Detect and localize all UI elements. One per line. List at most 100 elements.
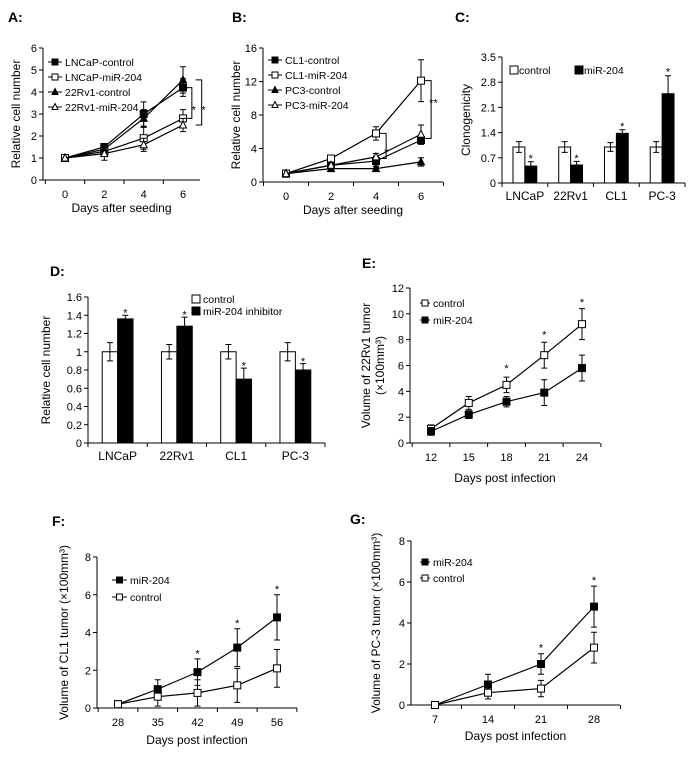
marker-filled-square (537, 660, 545, 668)
y-axis-label: Relative cell number (39, 316, 53, 425)
marker-open-triangle (371, 151, 381, 161)
series-line (434, 606, 595, 706)
marker-filled-square (427, 427, 435, 436)
x-tick-label: 2 (328, 191, 334, 203)
y-tick-label: 8 (251, 110, 257, 122)
x-tick-label: 24 (576, 452, 588, 464)
error-bar (653, 141, 660, 153)
series-CL1-control (282, 135, 425, 178)
y-tick-label: 4 (85, 628, 91, 640)
marker-open-triangle (60, 152, 70, 162)
error-bar (284, 342, 291, 362)
marker-open-triangle (139, 139, 148, 149)
category-label: CL1 (605, 189, 627, 203)
marker-open-square (417, 76, 425, 85)
legend-label: CL1-miR-204 (285, 70, 348, 82)
legend-label: 22Rv1-control (65, 87, 130, 99)
x-tick-label: 4 (373, 191, 379, 203)
significance-star: ** (429, 97, 438, 109)
y-tick-label: 1.6 (67, 292, 82, 304)
legend-label: LNCaP-control (65, 57, 134, 69)
y-tick-label: 1 (31, 153, 37, 165)
series-line (434, 647, 595, 706)
marker-filled-square (273, 613, 281, 622)
x-tick-label: 14 (482, 714, 494, 726)
error-bar (122, 314, 129, 319)
series-control (114, 648, 281, 709)
series-line (64, 117, 184, 159)
x-tick-label: 21 (535, 714, 547, 726)
y-tick-label: 4 (31, 87, 37, 99)
significance-star: * (182, 309, 187, 321)
error-bar (607, 142, 614, 152)
y-tick-label: 0.7 (481, 153, 496, 165)
marker-filled-triangle (51, 87, 59, 95)
legend-label: PC3-miR-204 (285, 100, 349, 112)
marker-filled-square (421, 316, 429, 324)
y-tick-label: 6 (85, 590, 91, 602)
marker-filled-triangle (371, 163, 381, 173)
y-tick-label: 0.6 (67, 383, 82, 395)
series-line (64, 87, 184, 159)
x-axis-label: Days after seeding (303, 203, 403, 217)
error-bar (515, 141, 522, 153)
y-tick-label: 6 (398, 361, 404, 373)
y-tick-label: 16 (245, 43, 257, 55)
series-miR-204 (427, 354, 586, 436)
marker-filled-square (578, 364, 586, 373)
bar (101, 351, 119, 444)
error-bar (225, 343, 232, 360)
category-label: CL1 (225, 449, 247, 463)
panel-label: E: (362, 255, 376, 271)
y-tick-label: 0 (31, 175, 37, 187)
marker-open-square (484, 688, 492, 697)
legend-label: miR-204 (433, 557, 473, 569)
legend-label: miR-204 (584, 65, 624, 77)
category-label: LNCaP (98, 449, 137, 463)
marker-open-square (540, 351, 549, 360)
panel-label: F: (52, 513, 65, 529)
marker-filled-triangle (139, 113, 148, 122)
x-tick-label: 35 (152, 717, 164, 729)
y-tick-label: 4 (398, 386, 404, 398)
y-tick-label: 1.4 (481, 128, 496, 140)
bar (603, 146, 617, 184)
y-tick-label: 0 (399, 700, 405, 712)
legend-swatch (191, 294, 201, 304)
marker-open-square (273, 664, 281, 673)
bar (117, 318, 134, 444)
significance-bracket (380, 132, 387, 160)
y-axis-label: Relative cell number (9, 60, 23, 169)
series-line (64, 79, 184, 159)
marker-open-triangle (326, 160, 336, 169)
legend-label: 22Rv1-miR-204 (65, 102, 139, 114)
series-line (285, 161, 422, 175)
category-label: PC-3 (282, 449, 310, 463)
x-tick-label: 56 (271, 717, 283, 729)
significance-bracket (185, 87, 193, 119)
marker-open-square (116, 593, 123, 601)
marker-open-square (193, 688, 202, 697)
bar (661, 93, 675, 184)
marker-open-triangle (100, 148, 109, 158)
marker-open-square (153, 692, 162, 701)
panel-D: D: 0 0.2 0.4 0.6 0.8 1 1.2 1.4 1.6 Relative cell n… (39, 263, 326, 463)
y-tick-label: 1.4 (67, 310, 82, 322)
panel-label: C: (455, 9, 470, 25)
y-tick-label: 8 (85, 552, 91, 564)
y-tick-label: 6 (31, 43, 37, 55)
error-bar (300, 363, 307, 370)
y-tick-label: 3.5 (481, 52, 496, 64)
series-control (431, 631, 598, 709)
panel-label: G: (350, 511, 366, 527)
significance-star: * (301, 356, 306, 368)
series-miR-204 inhibitor (117, 314, 312, 444)
legend-label: LNCaP-miR-204 (65, 72, 142, 84)
significance-star: * (235, 618, 240, 630)
legend-label: control (519, 65, 551, 77)
significance-star: * (192, 105, 197, 117)
bar (220, 351, 237, 444)
significance-star: * (384, 147, 389, 159)
